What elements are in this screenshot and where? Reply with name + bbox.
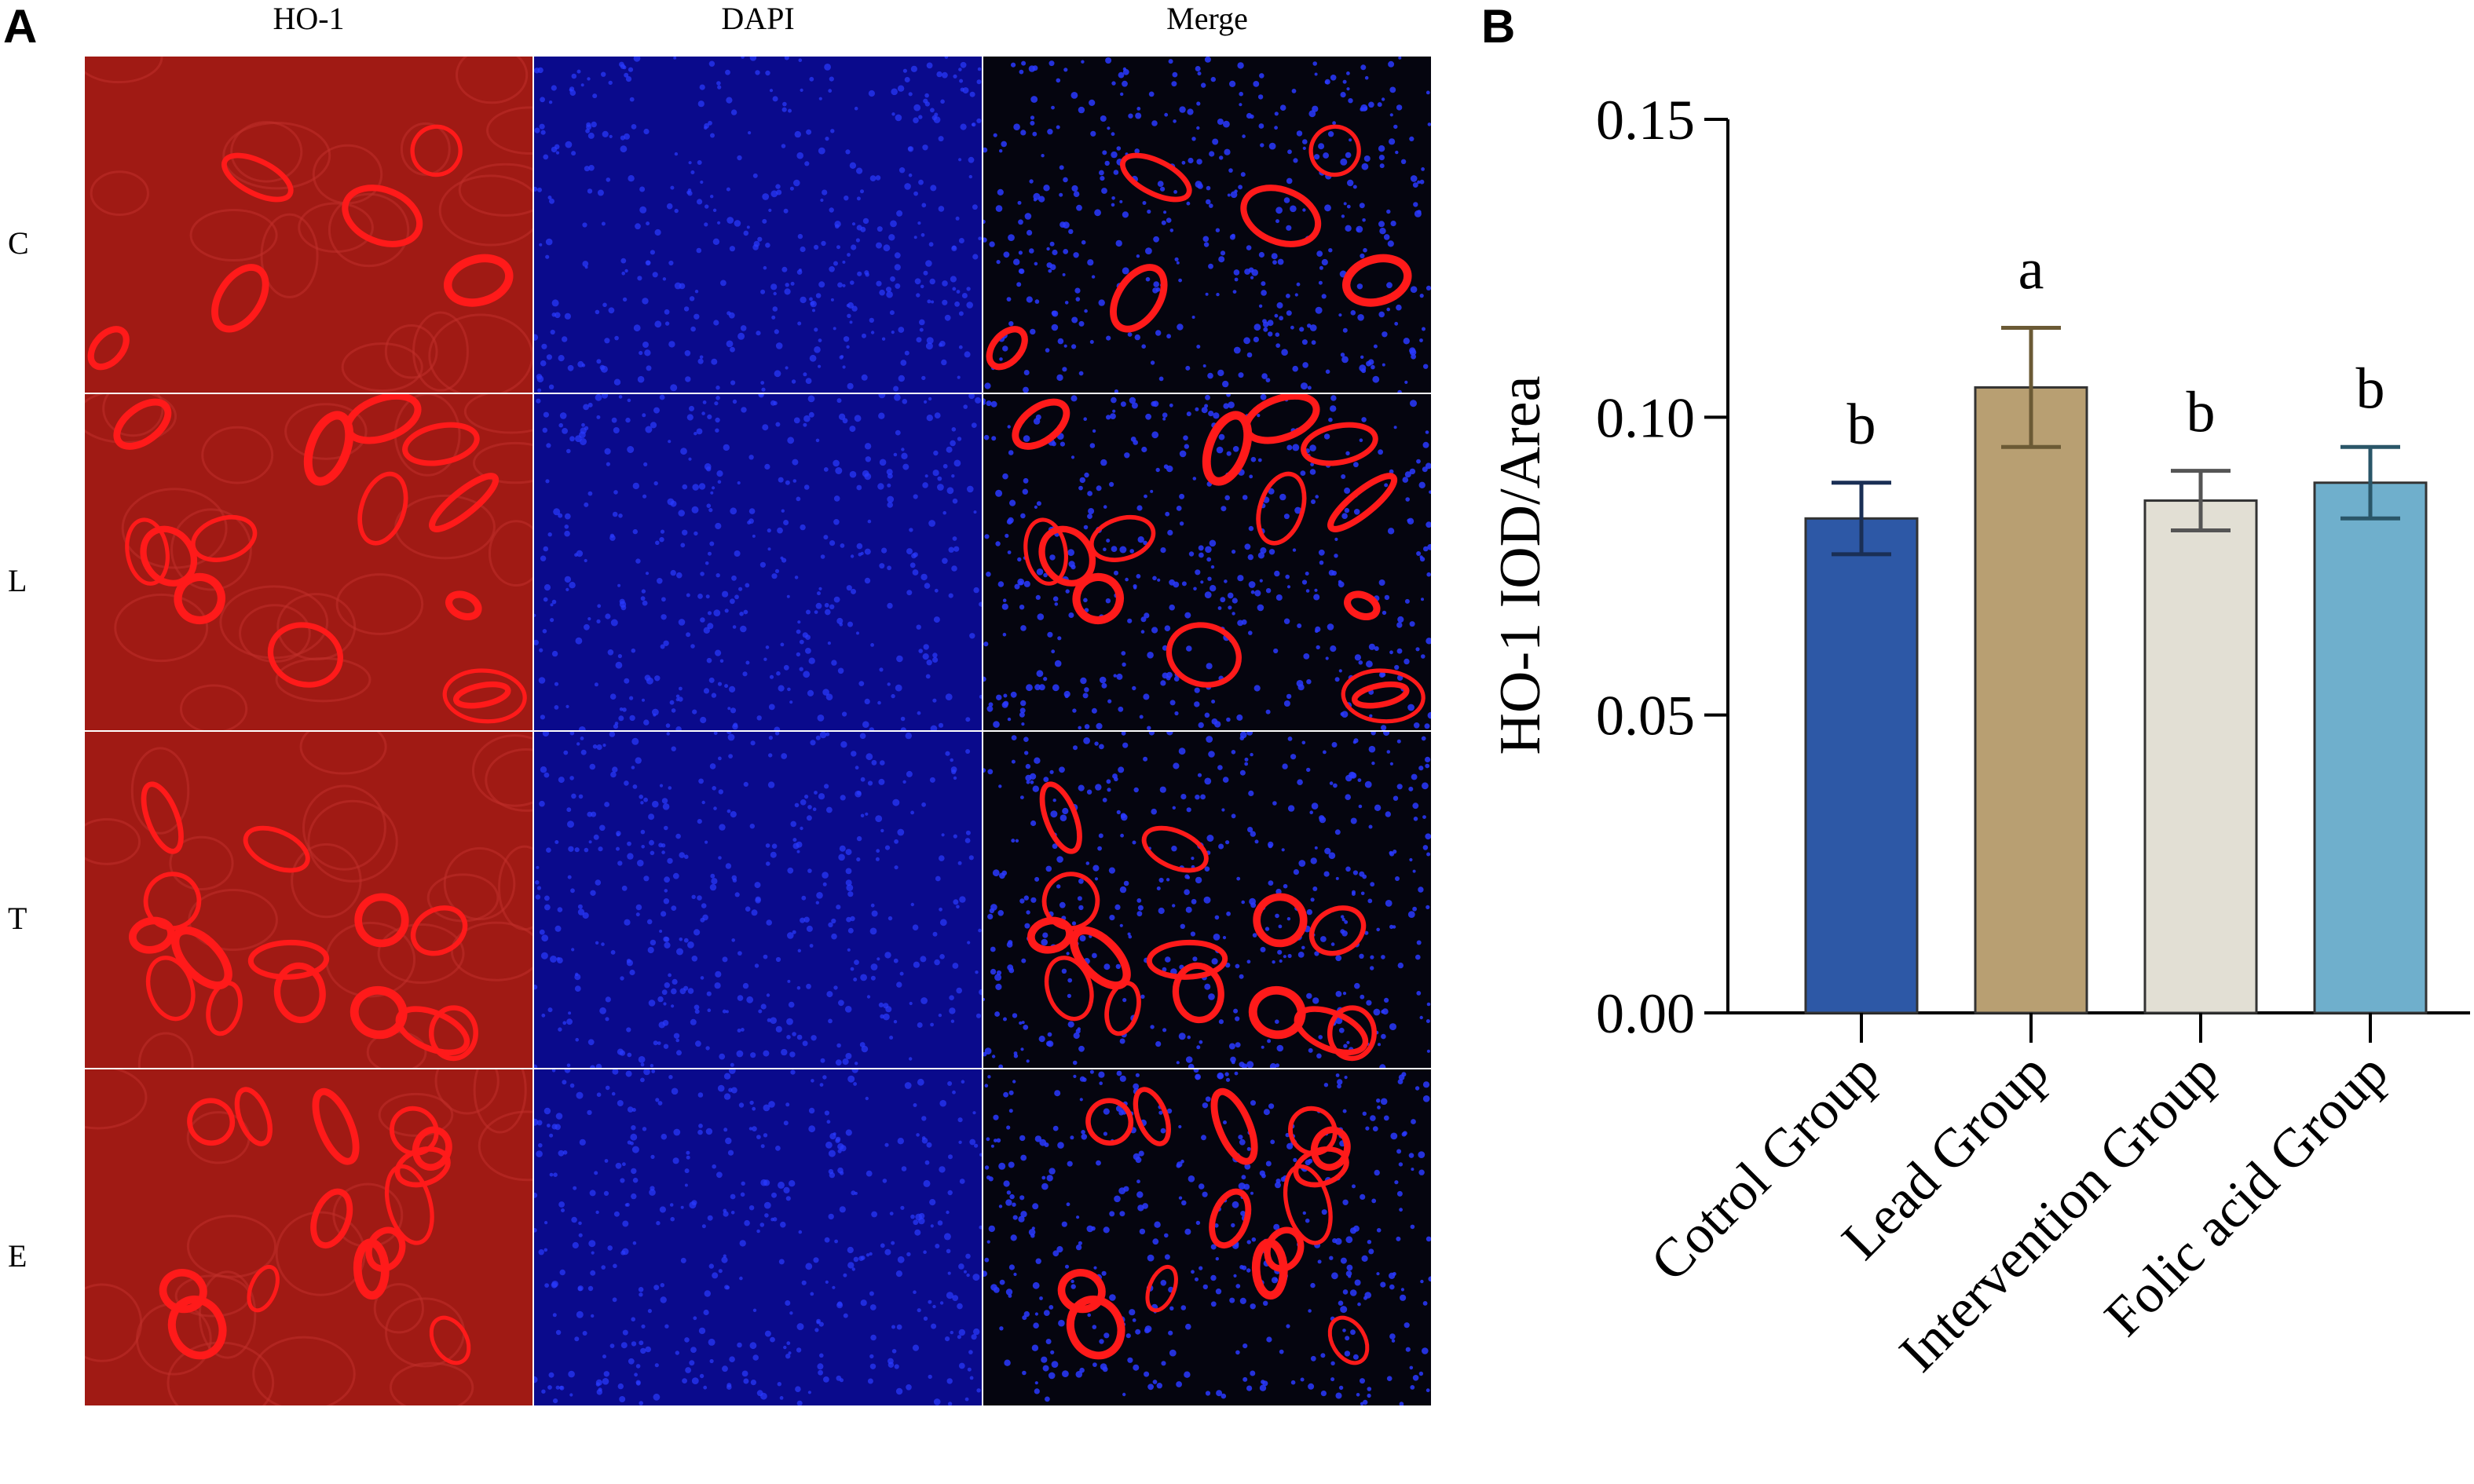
significance-label-3: b: [2356, 356, 2385, 421]
bar-3: [2313, 481, 2428, 1014]
micrograph-ho1-c: [85, 57, 532, 393]
y-axis-title: HO-1 IOD/Area: [1488, 376, 1553, 755]
column-label-ho1: HO-1: [273, 1, 345, 36]
row-label-t: T: [8, 901, 27, 936]
panel-a-label: A: [3, 0, 38, 53]
column-label-dapi: DAPI: [721, 1, 795, 36]
category-label-2: Intervention Group: [1888, 1042, 2230, 1383]
y-tick-label-3: 0.15: [1596, 89, 1695, 152]
panel-b-label: B: [1481, 0, 1516, 53]
micrograph-merge-l: [983, 394, 1431, 730]
bar-2: [2143, 499, 2258, 1014]
row-label-e: E: [8, 1238, 27, 1274]
y-tick-label-2: 0.10: [1596, 386, 1695, 449]
micrograph-merge-e: [983, 1069, 1431, 1405]
y-tick-label-0: 0.00: [1596, 982, 1695, 1045]
bar-chart: 0.00 0.05 0.10 0.15 HO-1 IOD/Area b Cotrol Gro…: [1488, 89, 2470, 1383]
micrograph-dapi-l: [534, 394, 982, 730]
significance-label-1: a: [2018, 238, 2044, 302]
y-tick-label-1: 0.05: [1596, 685, 1695, 747]
micrograph-ho1-t: [85, 732, 532, 1068]
column-label-merge: Merge: [1166, 1, 1248, 36]
micrograph-merge-c: [983, 57, 1431, 393]
micrograph-dapi-t: [534, 732, 982, 1068]
bar-chart-panel: 0.00 0.05 0.10 0.15 HO-1 IOD/Area b Cotrol Gro…: [1461, 0, 2474, 1484]
row-label-c: C: [8, 225, 29, 261]
significance-label-2: b: [2187, 381, 2216, 445]
bar-1: [1974, 386, 2088, 1014]
category-label-3: Folic acid Group: [2093, 1042, 2399, 1348]
row-label-l: L: [8, 563, 27, 598]
micrograph-merge-t: [983, 732, 1431, 1068]
category-label-0: Cotrol Group: [1640, 1042, 1891, 1293]
micrograph-ho1-e: [85, 1069, 532, 1405]
bar-0: [1804, 517, 1919, 1014]
micrograph-ho1-l: [85, 394, 532, 730]
micrograph-dapi-e: [534, 1069, 982, 1405]
significance-label-0: b: [1847, 393, 1876, 457]
microscopy-image-grid: [85, 57, 1431, 1409]
micrograph-dapi-c: [534, 57, 982, 393]
